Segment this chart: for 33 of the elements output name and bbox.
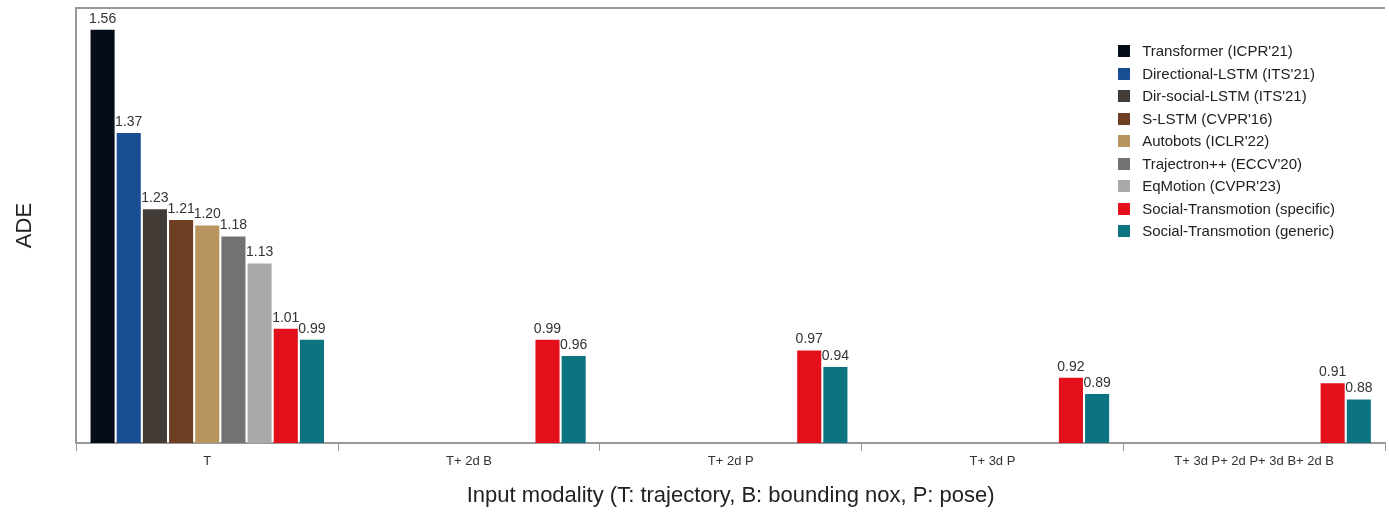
legend-label: Dir-social-LSTM (ITS'21) bbox=[1142, 86, 1307, 106]
data-label: 1.13 bbox=[245, 243, 274, 260]
data-label: 0.97 bbox=[795, 330, 824, 347]
data-label: 0.99 bbox=[533, 319, 562, 336]
data-label: 0.91 bbox=[1319, 363, 1347, 380]
data-label: 1.56 bbox=[88, 9, 117, 26]
data-label: 0.92 bbox=[1057, 357, 1085, 374]
legend-label: Transformer (ICPR'21) bbox=[1142, 41, 1293, 61]
x-tick-label: T+ 3d P bbox=[969, 453, 1016, 469]
x-tick-label: T bbox=[203, 453, 212, 469]
data-label: 1.21 bbox=[167, 199, 195, 216]
data-label: 1.01 bbox=[272, 308, 300, 325]
data-label: 0.88 bbox=[1345, 379, 1373, 396]
data-label: 1.18 bbox=[219, 216, 248, 233]
x-axis-title: Input modality (T: trajectory, B: bounding nox, P: pose) bbox=[466, 481, 995, 507]
data-label: 0.99 bbox=[298, 319, 326, 336]
data-label: 0.94 bbox=[821, 346, 850, 363]
legend-label: Autobots (ICLR'22) bbox=[1142, 131, 1270, 151]
data-label: 0.96 bbox=[560, 335, 588, 352]
data-label: 1.20 bbox=[193, 205, 222, 222]
data-label: 1.37 bbox=[115, 112, 143, 129]
x-tick-label: T+ 2d P bbox=[707, 453, 754, 469]
legend-label: Directional-LSTM (ITS'21) bbox=[1142, 63, 1316, 84]
data-label: 0.89 bbox=[1083, 373, 1111, 390]
legend-label: Social-Transmotion (specific) bbox=[1142, 198, 1335, 219]
legend-label: S-LSTM (CVPR'16) bbox=[1142, 108, 1273, 129]
x-tick-label: T+ 2d B bbox=[446, 453, 492, 469]
data-label: 1.23 bbox=[141, 189, 169, 206]
y-axis-title: ADE bbox=[11, 202, 37, 249]
legend-label: Social-Transmotion (generic) bbox=[1142, 221, 1335, 241]
x-tick-label: T+ 3d P+ 2d P+ 3d B+ 2d B bbox=[1174, 453, 1335, 469]
legend-label: Trajectron++ (ECCV'20) bbox=[1142, 153, 1303, 174]
legend-label: EqMotion (CVPR'23) bbox=[1142, 176, 1281, 196]
